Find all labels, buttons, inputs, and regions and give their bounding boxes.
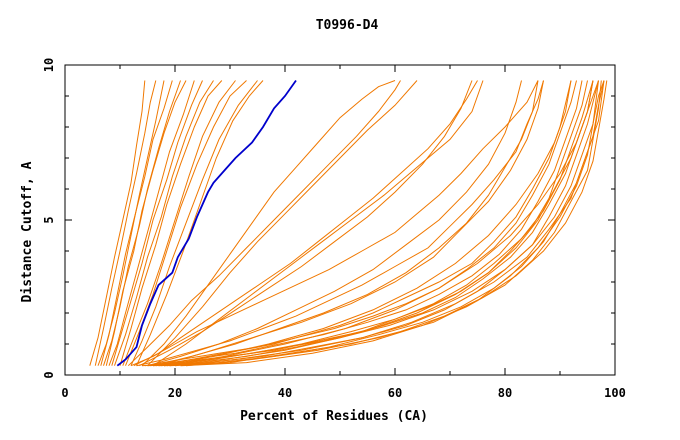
model-line-40 — [163, 80, 572, 367]
model-line-1 — [89, 80, 146, 366]
model-line-39 — [158, 80, 544, 367]
model-line-23 — [150, 80, 583, 367]
x-tick-label: 100 — [604, 386, 626, 400]
model-line-15 — [141, 80, 396, 367]
model-line-9 — [114, 80, 214, 366]
model-line-8 — [111, 80, 203, 366]
model-line-13 — [130, 80, 258, 366]
model-line-29 — [166, 80, 605, 367]
x-tick-label: 80 — [498, 386, 512, 400]
y-tick-label: 0 — [42, 371, 56, 378]
x-tick-label: 60 — [388, 386, 402, 400]
model-line-35 — [139, 80, 473, 367]
model-line-2 — [94, 80, 157, 366]
model-line-10 — [119, 80, 223, 366]
model-line-37 — [147, 80, 522, 367]
model-line-7 — [108, 80, 195, 366]
model-line-41 — [169, 80, 594, 367]
x-axis-title: Percent of Residues (CA) — [240, 409, 428, 424]
model-line-14 — [136, 80, 264, 366]
x-tick-label: 0 — [61, 386, 68, 400]
model-line-20 — [141, 80, 572, 367]
model-line-32 — [180, 80, 602, 367]
model-line-18 — [130, 80, 539, 367]
model-line-31 — [174, 80, 605, 367]
model-line-19 — [136, 80, 544, 367]
highlight-layer — [116, 79, 297, 367]
series-layer — [89, 80, 608, 367]
model-line-4 — [100, 80, 173, 366]
model-line-11 — [122, 80, 236, 366]
y-tick-label: 10 — [42, 58, 56, 72]
x-tick-label: 20 — [168, 386, 182, 400]
ticks-layer: 0 20 40 60 80 100 0 5 10 — [42, 58, 626, 400]
model-line-33 — [185, 80, 599, 367]
model-line-3 — [97, 80, 165, 366]
model-line-34 — [133, 80, 478, 367]
model-line-38 — [152, 80, 539, 367]
chart-title: T0996-D4 — [316, 18, 379, 33]
y-axis-title: Distance Cutoff, A — [20, 161, 35, 302]
model-line-6 — [105, 80, 187, 366]
y-tick-label: 5 — [42, 216, 56, 223]
x-tick-label: 40 — [278, 386, 292, 400]
model-line-36 — [127, 80, 401, 367]
highlight-line — [116, 79, 297, 367]
model-line-16 — [147, 80, 418, 367]
